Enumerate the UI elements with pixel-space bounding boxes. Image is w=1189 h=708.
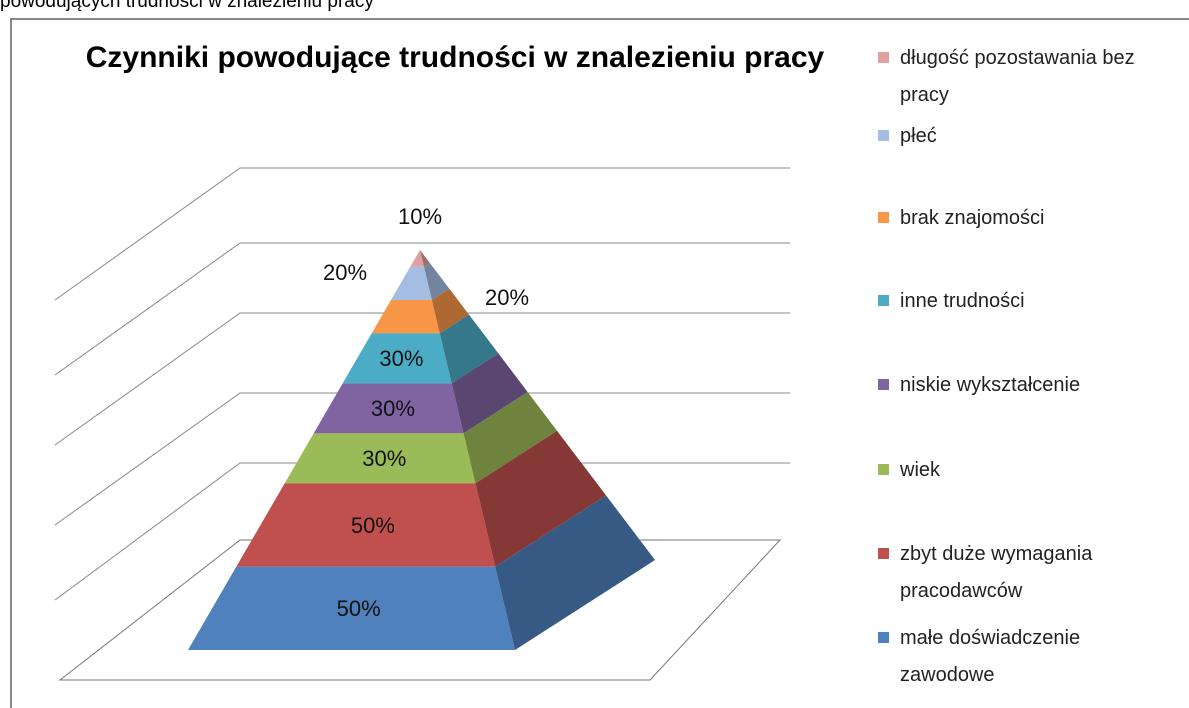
pyramid-side [451,353,528,434]
legend-swatch [878,548,889,559]
pyramid-segment [371,300,440,334]
data-label: 30% [362,446,406,471]
data-label: 20% [485,285,529,310]
legend-swatch [878,130,889,141]
data-label: 50% [351,513,395,538]
legend-swatch [878,464,889,475]
pyramid-side [463,392,558,484]
pyramid-segment [188,566,515,650]
pyramid-segment [236,483,496,567]
legend-label: długość pozostawania bez pracy [900,47,1135,106]
caption: powodujących trudności w znalezieniu pra… [0,0,374,12]
pyramid-segment [410,250,424,267]
pyramid-side [475,430,607,567]
pyramid-side [431,288,469,334]
chart-frame [10,18,1189,708]
chart-title: Czynniki powodujące trudności w znalezie… [85,41,825,74]
legend-swatch [878,632,889,643]
legend-swatch [878,52,889,63]
pyramid-side [420,250,430,267]
legend-label: inne trudności [900,290,1025,312]
legend-label: niskie wykształcenie [900,374,1081,396]
legend-label: brak znajomości [900,207,1045,229]
data-label: 20% [323,260,367,285]
pyramid-segment [313,383,464,434]
data-label: 50% [337,596,381,621]
legend-swatch [878,379,889,390]
data-label: 10% [398,204,442,229]
pyramid-segment [284,433,476,484]
pyramid-side [495,495,655,650]
legend-label: wiek [900,459,941,481]
pyramid-segment [342,333,452,384]
data-label: 30% [379,346,423,371]
legend-swatch [878,212,889,223]
legend-swatch [878,295,889,306]
pyramid-segment [391,266,432,300]
pyramid-side [439,314,499,384]
data-label: 30% [371,396,415,421]
legend-label: płeć [900,125,937,147]
pyramid-side [423,262,450,300]
legend-label: zbyt duże wymagania pracodawców [900,543,1093,602]
legend-label: małe doświadczenie zawodowe [900,627,1081,686]
